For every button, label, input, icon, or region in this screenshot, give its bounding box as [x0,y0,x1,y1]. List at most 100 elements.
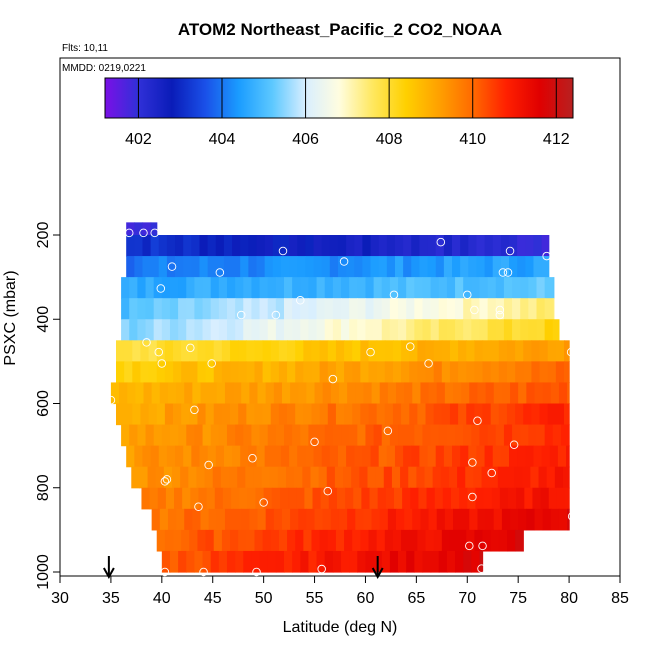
curtain-cell [324,277,334,299]
curtain-cell [297,256,306,278]
curtain-cell [344,361,353,384]
curtain-cell [153,424,163,447]
curtain-cell [481,466,491,489]
curtain-cell [316,277,326,299]
curtain-cell [506,340,516,362]
curtain-cell [354,256,363,278]
curtain-cell [564,403,570,426]
curtain-cell [476,445,486,468]
curtain-cell [161,277,171,299]
curtain-cell [378,445,388,468]
curtain-cell [455,319,464,341]
curtain-cell [362,445,372,468]
curtain-cell [384,340,394,362]
curtain-cell [238,529,247,552]
curtain-cell [506,529,516,552]
curtain-cell [213,529,223,552]
curtain-cell [349,550,358,573]
curtain-cell [121,319,130,341]
curtain-cell [121,277,130,299]
sample-point [154,347,164,357]
down-arrow-icon [371,556,384,580]
sample-point [503,268,513,277]
curtain-cell [458,361,467,384]
curtain-cell [404,382,413,405]
curtain-cell [181,403,190,426]
curtain-cell [427,235,437,257]
curtain-cell [303,340,313,362]
curtain-cell [246,340,256,362]
curtain-cell [119,382,128,405]
curtain-cell [167,382,177,405]
curtain-cell [161,319,171,341]
curtain-cell [506,403,516,426]
curtain-cell [512,298,521,320]
curtain-cell [365,319,375,341]
curtain-cell [458,340,467,362]
curtain-cell [251,319,261,341]
curtain-cell [267,424,277,447]
curtain-cell [198,487,208,510]
curtain-cell [303,403,313,426]
curtain-cell [436,508,446,531]
curtain-cell [216,382,226,405]
curtain-cell [186,277,195,299]
curtain-cell [541,256,550,278]
curtain-cell [292,298,301,320]
curtain-band [141,487,570,510]
curtain-cell [369,487,379,510]
curtain-cell [121,424,130,447]
curtain-cell [520,277,529,299]
curtain-cell [515,403,524,426]
curtain-cell [532,487,542,510]
curtain-band [121,424,570,447]
curtain-cell [292,550,301,573]
sample-point [389,290,399,300]
curtain-cell [305,445,315,468]
curtain-cell [468,445,478,468]
curtain-cell [487,298,497,320]
curtain-cell [406,298,415,320]
curtain-cell [530,466,540,489]
curtain-cell [468,235,478,257]
curtain-cell [288,487,297,510]
curtain-cell [354,235,363,257]
curtain-cell [368,529,378,552]
curtain-cell [134,222,144,236]
curtain-cell [471,424,481,447]
curtain-cell [446,298,456,320]
curtain-cell [383,466,393,489]
curtain-cell [207,256,217,278]
curtain-cell [479,550,484,573]
curtain-cell [226,319,236,341]
curtain-cell [137,424,147,447]
curtain-cell [148,403,158,426]
curtain-cell [525,235,535,257]
curtain-cell [438,424,448,447]
curtain-cell [352,529,361,552]
curtain-cell [251,424,261,447]
curtain-cell [287,361,296,384]
curtain-cell [533,256,543,278]
curtain-cell [145,424,155,447]
sample-point [495,310,505,320]
curtain-band [126,235,550,257]
curtain-cell [359,466,369,489]
curtain-cell [398,319,407,341]
curtain-cell [396,382,405,405]
curtain-cell [387,382,397,405]
sample-point [156,284,166,293]
curtain-cell [539,361,549,384]
curtain-cell [194,298,204,320]
curtain-cell [357,550,367,573]
curtain-cell [314,382,324,405]
curtain-cell [349,424,358,447]
curtain-cell [324,298,334,320]
curtain-cell [515,361,524,384]
curtain-cell [254,361,264,384]
curtain-cell [213,340,223,362]
curtain-cell [414,298,424,320]
curtain-cell [214,487,224,510]
curtain-cell [145,277,155,299]
sample-point [468,458,477,467]
